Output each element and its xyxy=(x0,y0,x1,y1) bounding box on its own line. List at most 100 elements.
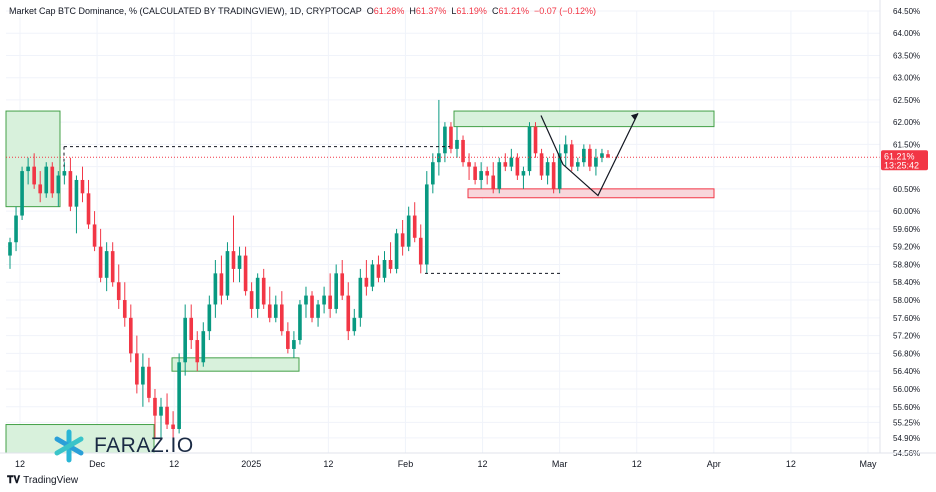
candle-body xyxy=(68,171,73,207)
candle-body xyxy=(98,246,103,278)
candle-body xyxy=(394,233,399,269)
x-tick-label: Dec xyxy=(89,459,106,469)
chart-legend: Market Cap BTC Dominance, % (CALCULATED … xyxy=(9,6,596,16)
y-tick-label: 63.50% xyxy=(893,51,920,60)
candle-body xyxy=(358,277,363,318)
y-tick-label: 58.80% xyxy=(893,260,920,269)
y-tick-label: 55.25% xyxy=(893,418,920,427)
candle-body xyxy=(455,139,459,149)
candle-body xyxy=(183,317,187,363)
candle-body xyxy=(159,406,163,416)
support-zone xyxy=(467,188,715,199)
candle-body xyxy=(86,193,91,225)
open-label: O xyxy=(366,6,374,16)
tradingview-brand[interactable]: 𝐓𝐕 TradingView xyxy=(7,475,78,486)
candle-body xyxy=(382,260,387,278)
x-axis: 12 Dec 12 2025 12 Feb 12 Mar 12 Apr 12 May xyxy=(0,452,936,469)
candle-body xyxy=(473,166,477,180)
y-tick-label: 64.00% xyxy=(893,29,920,38)
price-tag-countdown: 13:25:42 xyxy=(884,160,919,170)
x-tick-label: 12 xyxy=(478,459,488,469)
close-value: 61.21% xyxy=(498,6,529,16)
candle-body xyxy=(255,277,260,309)
candle-body xyxy=(225,251,230,296)
chart-overlays xyxy=(6,113,880,454)
candle-body xyxy=(231,251,236,269)
candle-body xyxy=(8,242,12,256)
x-tick-label: 2025 xyxy=(241,459,261,469)
candle-body xyxy=(316,304,320,318)
y-tick-label: 64.50% xyxy=(893,7,920,16)
candle-body xyxy=(219,273,224,296)
candle-body xyxy=(521,171,526,176)
low-label: L xyxy=(451,6,457,16)
projection-arrowhead xyxy=(631,113,638,121)
tradingview-label: TradingView xyxy=(23,475,79,486)
candle-body xyxy=(322,295,326,305)
x-tick-label: 12 xyxy=(323,459,333,469)
candle-series xyxy=(8,99,610,438)
candle-body xyxy=(412,215,417,238)
candle-body xyxy=(352,317,357,332)
candle-body xyxy=(594,157,598,167)
candle-body xyxy=(304,295,308,305)
candle-body xyxy=(334,273,338,309)
candle-body xyxy=(449,126,453,149)
low-value: 61.19% xyxy=(456,6,487,16)
candle-body xyxy=(189,317,194,341)
open-value: 61.28% xyxy=(373,6,405,16)
candle-body xyxy=(237,255,242,269)
y-tick-label: 62.50% xyxy=(893,96,920,105)
candle-body xyxy=(267,304,272,318)
y-tick-label: 58.00% xyxy=(893,296,920,305)
y-tick-label: 60.50% xyxy=(893,185,920,194)
candle-body xyxy=(328,295,332,309)
tradingview-logo-icon: 𝐓𝐕 xyxy=(7,475,21,486)
y-tick-label: 55.60% xyxy=(893,403,920,412)
candle-body xyxy=(503,162,508,167)
projection-path xyxy=(540,113,639,197)
candle-body xyxy=(141,366,145,385)
mid-demand-zone xyxy=(171,357,300,372)
candle-body xyxy=(606,154,610,158)
candle-body xyxy=(346,295,351,332)
candle-body xyxy=(575,162,580,167)
y-tick-label: 56.80% xyxy=(893,349,920,358)
symbol-title: Market Cap BTC Dominance, % (CALCULATED … xyxy=(9,6,362,16)
x-tick-label: 12 xyxy=(786,459,796,469)
candle-body xyxy=(26,166,30,172)
candle-body xyxy=(569,144,574,167)
candle-body xyxy=(286,331,290,349)
y-tick-label: 63.00% xyxy=(893,74,920,83)
candle-body xyxy=(497,162,502,189)
y-tick-label: 60.00% xyxy=(893,207,920,216)
candle-body xyxy=(171,424,175,429)
x-tick-label: Mar xyxy=(552,459,568,469)
price-tag-value: 61.21% xyxy=(884,151,915,161)
price-tag: 61.21% 13:25:42 xyxy=(881,150,928,171)
x-tick-label: May xyxy=(859,459,877,469)
candle-body xyxy=(431,162,435,185)
candle-body xyxy=(582,148,586,163)
candle-body xyxy=(545,162,550,176)
candle-body xyxy=(14,215,18,243)
candle-body xyxy=(195,340,200,363)
candle-body xyxy=(292,340,296,349)
candle-body xyxy=(600,153,604,158)
candle-body xyxy=(38,184,43,194)
candle-body xyxy=(92,224,97,247)
candle-body xyxy=(461,139,465,163)
candle-body xyxy=(280,304,284,332)
candle-body xyxy=(533,126,538,154)
candle-body xyxy=(310,295,314,318)
candle-body xyxy=(135,353,139,385)
x-tick-label: Feb xyxy=(398,459,414,469)
candle-body xyxy=(539,153,544,176)
y-tick-label: 57.60% xyxy=(893,314,920,323)
candle-body xyxy=(364,277,369,287)
candle-body xyxy=(509,157,514,167)
change-value: −0.07 (−0.12%) xyxy=(534,6,597,16)
candle-body xyxy=(213,273,218,305)
candle-body xyxy=(551,162,556,189)
